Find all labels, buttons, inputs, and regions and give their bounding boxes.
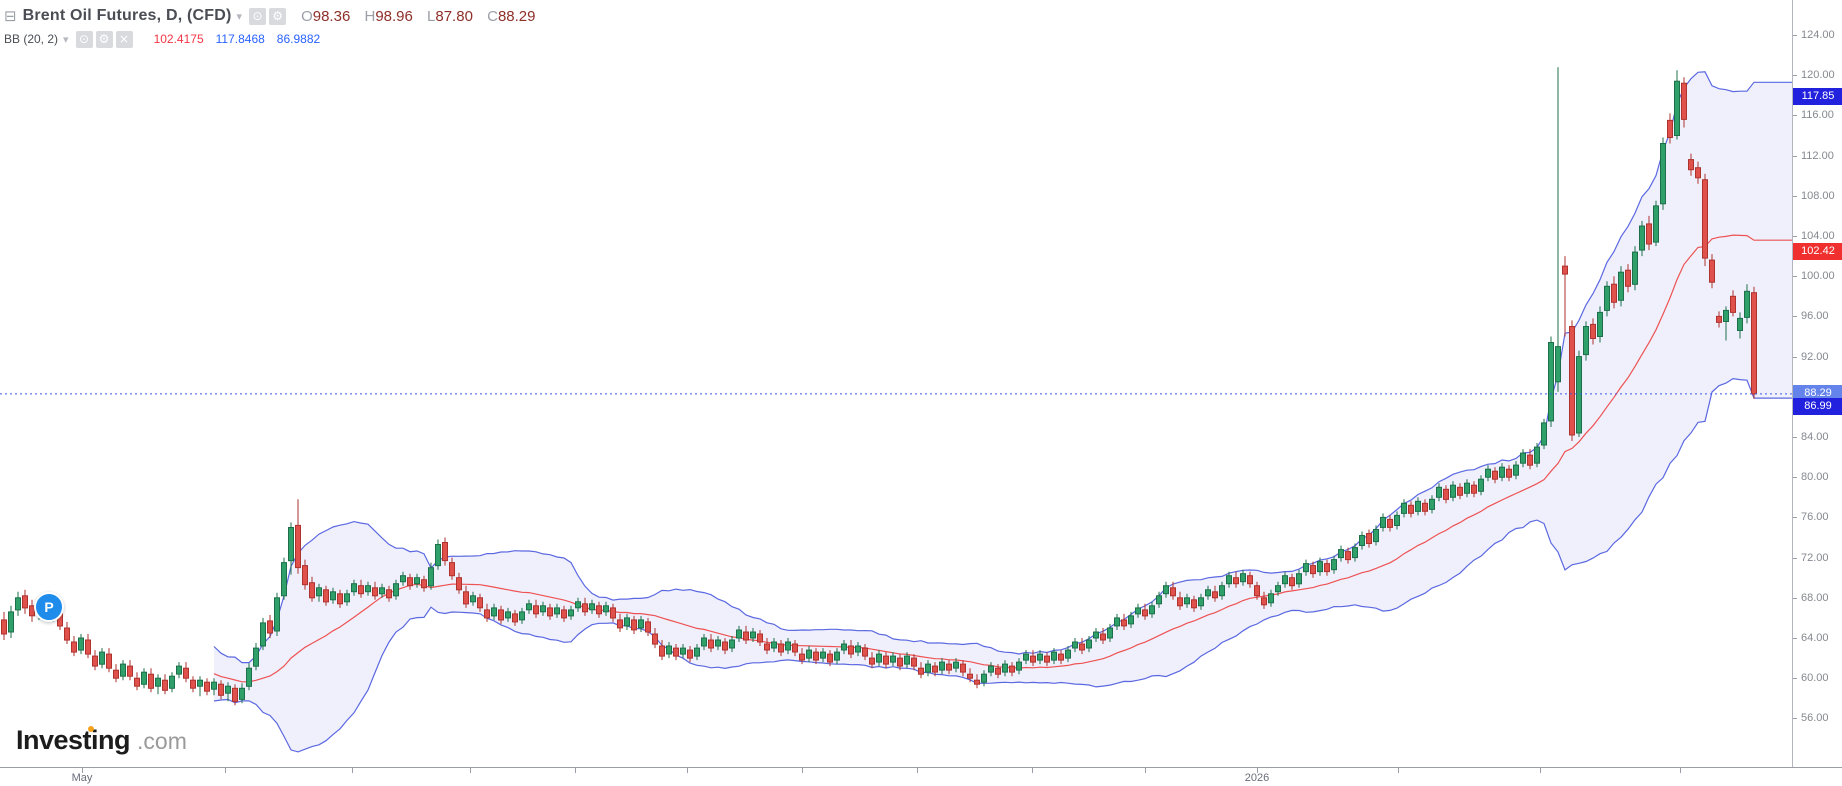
chevron-down-icon[interactable]: ▾: [63, 32, 69, 46]
high-value: 98.96: [375, 7, 413, 25]
price-tick-mark: [1793, 276, 1797, 278]
time-tick-mark: [470, 768, 471, 773]
lower-band-label: 86.99: [1793, 398, 1842, 416]
ohlc-readout: O98.36 H98.96 L87.80 C88.29: [297, 8, 535, 25]
publisher-marker[interactable]: P: [34, 592, 64, 622]
low-label: L: [427, 7, 436, 25]
price-tick-mark: [1793, 477, 1797, 479]
close-label: C: [487, 7, 498, 25]
open-value: 98.36: [312, 7, 351, 25]
symbol-title[interactable]: Brent Oil Futures, D, (CFD): [22, 7, 232, 24]
close-value: 88.29: [497, 7, 536, 25]
visibility-icon[interactable]: ⊙: [75, 30, 93, 48]
logo-orange-dot-icon: [88, 726, 94, 732]
indicator-value: 102.4175: [153, 32, 204, 46]
price-tick-label: 92.00: [1801, 350, 1829, 363]
price-tick-label: 100.00: [1801, 270, 1835, 283]
time-tick-mark: [225, 768, 226, 773]
price-tick-mark: [1793, 356, 1797, 358]
price-tick-mark: [1793, 115, 1797, 117]
price-tick-mark: [1793, 557, 1797, 559]
close-icon[interactable]: ×: [115, 30, 133, 48]
time-tick-mark: [82, 768, 83, 773]
price-tick-mark: [1793, 718, 1797, 720]
price-tick-label: 76.00: [1801, 511, 1829, 524]
price-tick-label: 64.00: [1801, 632, 1829, 644]
time-axis-label: 2026: [1244, 772, 1270, 784]
price-tick-mark: [1793, 678, 1797, 680]
upper-band-label: 117.85: [1793, 88, 1842, 106]
price-tick-mark: [1793, 597, 1797, 599]
price-tick-label: 96.00: [1801, 310, 1829, 323]
price-tick-label: 68.00: [1801, 591, 1829, 604]
indicator-values: 102.4175 117.8468 86.9882: [142, 30, 321, 48]
time-tick-mark: [352, 768, 353, 773]
price-tick-mark: [1793, 316, 1797, 318]
price-tick-label: 72.00: [1801, 551, 1829, 564]
time-tick-mark: [575, 768, 576, 773]
price-tick-label: 116.00: [1801, 109, 1834, 122]
price-axis[interactable]: 124.00 120.00 116.00 112.00 108.00 104.00 100.…: [1792, 0, 1842, 767]
time-axis[interactable]: May 2026: [0, 767, 1842, 786]
open-label: O: [301, 7, 313, 25]
price-tick-label: 120.00: [1801, 69, 1835, 82]
price-tick-mark: [1793, 638, 1797, 639]
time-tick-mark: [917, 768, 918, 773]
time-tick-mark: [1398, 768, 1399, 773]
time-tick-mark: [1032, 768, 1033, 773]
high-label: H: [364, 7, 376, 25]
time-tick-mark: [802, 768, 803, 773]
collapse-icon[interactable]: ⊟: [4, 7, 17, 25]
indicator-name[interactable]: BB (20, 2): [4, 32, 59, 46]
price-tick-label: 56.00: [1801, 712, 1829, 725]
chevron-down-icon[interactable]: ▾: [236, 9, 243, 23]
price-tick-label: 84.00: [1801, 431, 1829, 443]
settings-gear-icon[interactable]: ⚙: [269, 7, 287, 25]
time-axis-label: May: [71, 772, 93, 784]
price-tick-label: 112.00: [1801, 149, 1834, 162]
price-tick-mark: [1793, 155, 1797, 157]
indicator-row: BB (20, 2) ▾ ⊙ ⚙ × 102.4175 117.8468 86.98…: [4, 28, 535, 50]
settings-gear-icon[interactable]: ⚙: [95, 30, 113, 48]
indicator-value: 86.9882: [276, 32, 321, 46]
indicator-value: 117.8468: [215, 32, 265, 46]
bollinger-upper-band: [213, 71, 1792, 664]
price-tick-mark: [1793, 75, 1797, 77]
time-tick-mark: [1257, 768, 1258, 773]
price-tick-mark: [1793, 236, 1797, 237]
time-tick-mark: [1540, 768, 1541, 773]
last-price-label: 88.29: [1793, 385, 1842, 403]
candlestick-chart[interactable]: [0, 0, 1792, 767]
symbol-row: ⊟ Brent Oil Futures, D, (CFD) ▾ ⊙ ⚙ O98.…: [4, 4, 535, 28]
chart-legend: ⊟ Brent Oil Futures, D, (CFD) ▾ ⊙ ⚙ O98.…: [4, 4, 535, 50]
time-tick-mark: [1145, 768, 1146, 773]
low-value: 87.80: [435, 7, 473, 25]
investing-logo-tld: .com: [137, 728, 187, 754]
price-tick-mark: [1793, 35, 1797, 36]
bollinger-lower-band: [213, 377, 1792, 753]
bollinger-middle-sma: [213, 234, 1792, 683]
chart-plot-area[interactable]: ⊟ Brent Oil Futures, D, (CFD) ▾ ⊙ ⚙ O98.…: [0, 0, 1792, 767]
middle-band-label: 102.42: [1793, 243, 1842, 261]
price-tick-label: 80.00: [1801, 471, 1829, 484]
investing-logo: Investing .com: [16, 725, 187, 756]
price-tick-mark: [1793, 437, 1797, 438]
price-tick-label: 104.00: [1801, 230, 1835, 242]
investing-logo-text: Investing: [16, 725, 131, 755]
price-tick-label: 124.00: [1801, 29, 1835, 41]
price-tick-label: 60.00: [1801, 672, 1829, 685]
price-tick-mark: [1793, 517, 1797, 519]
price-tick-mark: [1793, 195, 1797, 197]
visibility-icon[interactable]: ⊙: [249, 7, 267, 25]
time-tick-mark: [687, 768, 688, 773]
time-tick-mark: [1680, 768, 1681, 773]
publisher-marker-label: P: [44, 599, 54, 615]
price-tick-label: 108.00: [1801, 189, 1835, 202]
